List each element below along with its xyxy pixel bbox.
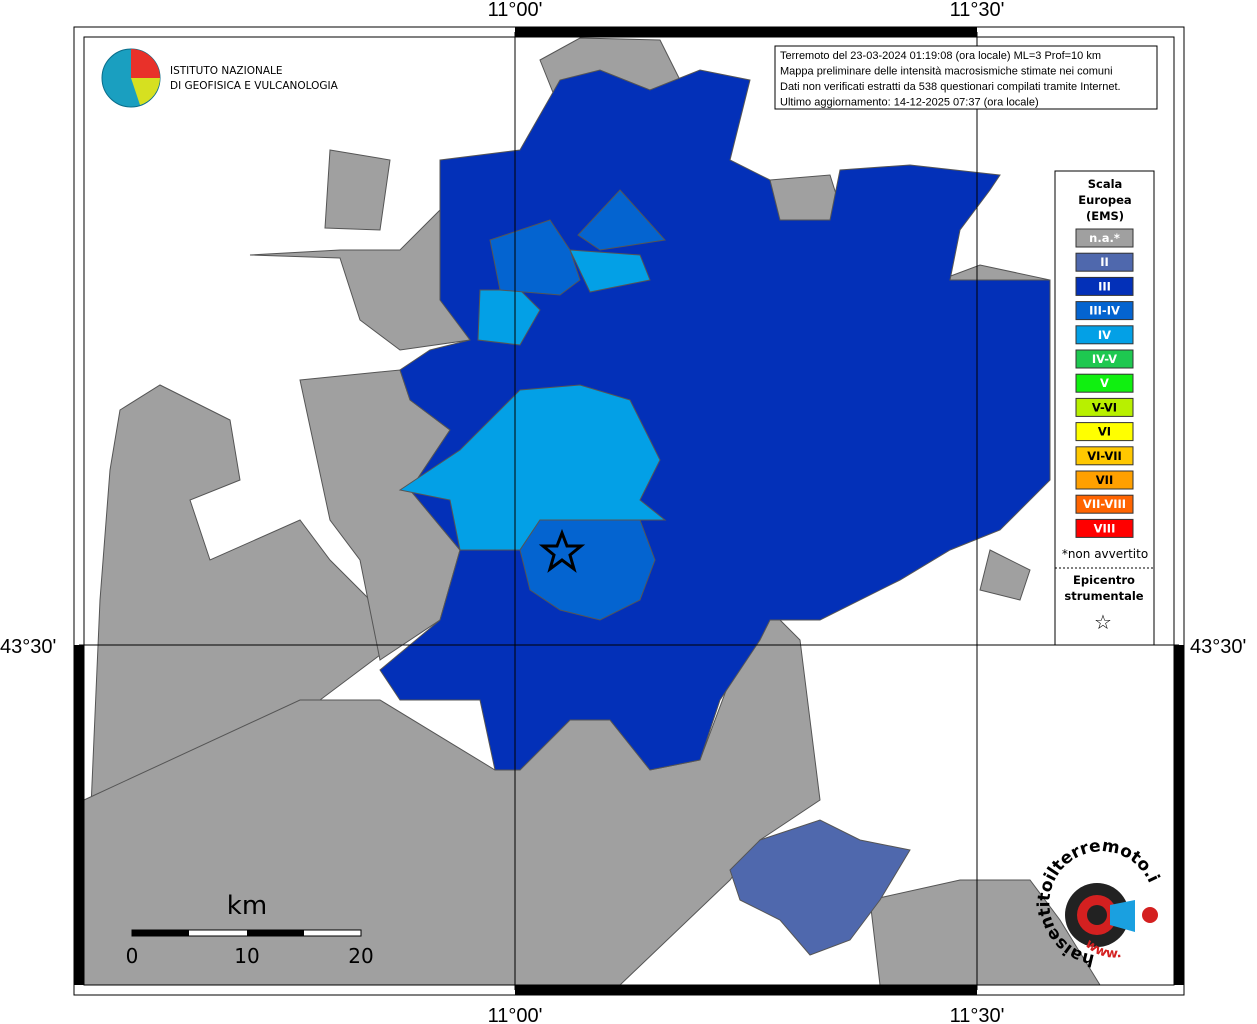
- legend-label: VI-VII: [1087, 449, 1122, 463]
- legend-swatch: [1075, 446, 1134, 466]
- legend-label: VIII: [1094, 521, 1116, 535]
- scale-label: 20: [348, 944, 373, 968]
- info-line: Ultimo aggiornamento: 14-12-2025 07:37 (…: [780, 97, 1039, 109]
- legend-swatch: [1075, 325, 1134, 345]
- regions: [83, 37, 1101, 986]
- lon-label: 11°30': [950, 0, 1005, 21]
- info-line: Dati non verificati estratti da 538 ques…: [780, 81, 1121, 93]
- legend-swatch: [1075, 301, 1134, 321]
- region: [569, 249, 651, 293]
- legend-swatch: [1075, 276, 1134, 296]
- legend-swatch: [1075, 228, 1134, 248]
- legend-epicenter: Epicentro: [1073, 573, 1135, 587]
- legend-swatch: [1075, 373, 1134, 393]
- scale-unit: km: [227, 891, 267, 921]
- legend-label: IV: [1098, 328, 1111, 342]
- logo: ISTITUTO NAZIONALE DI GEOFISICA E VULCAN…: [101, 48, 339, 108]
- info-line: Terremoto del 23-03-2024 01:19:08 (ora l…: [780, 50, 1101, 62]
- region: [379, 69, 1051, 771]
- legend-label: II: [1100, 255, 1109, 269]
- legend-swatch: [1075, 518, 1134, 538]
- region: [398, 384, 667, 551]
- legend-label: n.a.*: [1089, 231, 1120, 245]
- lat-label: 43°30': [1190, 636, 1246, 658]
- legend-swatch: [1075, 349, 1134, 369]
- region: [979, 549, 1031, 601]
- scale-label: 10: [234, 944, 259, 968]
- legend-label: III: [1098, 279, 1111, 293]
- legend-title: Europea: [1078, 193, 1131, 207]
- region: [324, 149, 391, 231]
- legend-items: ScalaEuropea(EMS)n.a.*IIIIIIII-IVIVIV-VV…: [1075, 177, 1134, 538]
- legend-label: V: [1100, 376, 1109, 390]
- lon-label: 11°30': [950, 1005, 1005, 1024]
- region: [729, 819, 911, 956]
- frame-ticks: [74, 27, 1184, 995]
- info-box: [774, 45, 1158, 110]
- legend-label: III-IV: [1089, 304, 1120, 318]
- region: [869, 879, 1101, 986]
- info: Terremoto del 23-03-2024 01:19:08 (ora l…: [780, 50, 1121, 109]
- lon-label: 11°00': [488, 0, 543, 21]
- lon-label: 11°00': [488, 1005, 543, 1024]
- legend-swatch: [1075, 397, 1134, 417]
- lat-label: 43°30': [0, 636, 56, 658]
- region: [489, 219, 581, 296]
- legend-title: (EMS): [1086, 209, 1124, 223]
- region: [577, 189, 666, 251]
- scale-label: 0: [126, 944, 139, 968]
- legend-label: IV-V: [1092, 352, 1117, 366]
- legend-swatch: [1075, 422, 1134, 442]
- scale-bar: km 0 10 20: [126, 891, 374, 968]
- legend-label: VII: [1096, 473, 1113, 487]
- legend-note: *non avvertito: [1062, 547, 1148, 561]
- logo-text: ISTITUTO NAZIONALE: [170, 65, 283, 77]
- legend-swatch: [1075, 494, 1134, 514]
- epicenter: [538, 528, 586, 573]
- legend-swatch: [1075, 252, 1134, 272]
- info-line: Mappa preliminare delle intensità macros…: [780, 66, 1113, 78]
- legend-epicenter: strumentale: [1064, 589, 1143, 603]
- logo-text: DI GEOFISICA E VULCANOLOGIA: [170, 80, 339, 92]
- legend-epicenter-symbol: ☆: [1094, 610, 1112, 634]
- legend-swatch: [1075, 470, 1134, 490]
- legend-label: V-VI: [1092, 400, 1117, 414]
- legend-label: VI: [1098, 425, 1111, 439]
- legend-title: Scala: [1088, 177, 1123, 191]
- legend-label: VII-VIII: [1083, 497, 1126, 511]
